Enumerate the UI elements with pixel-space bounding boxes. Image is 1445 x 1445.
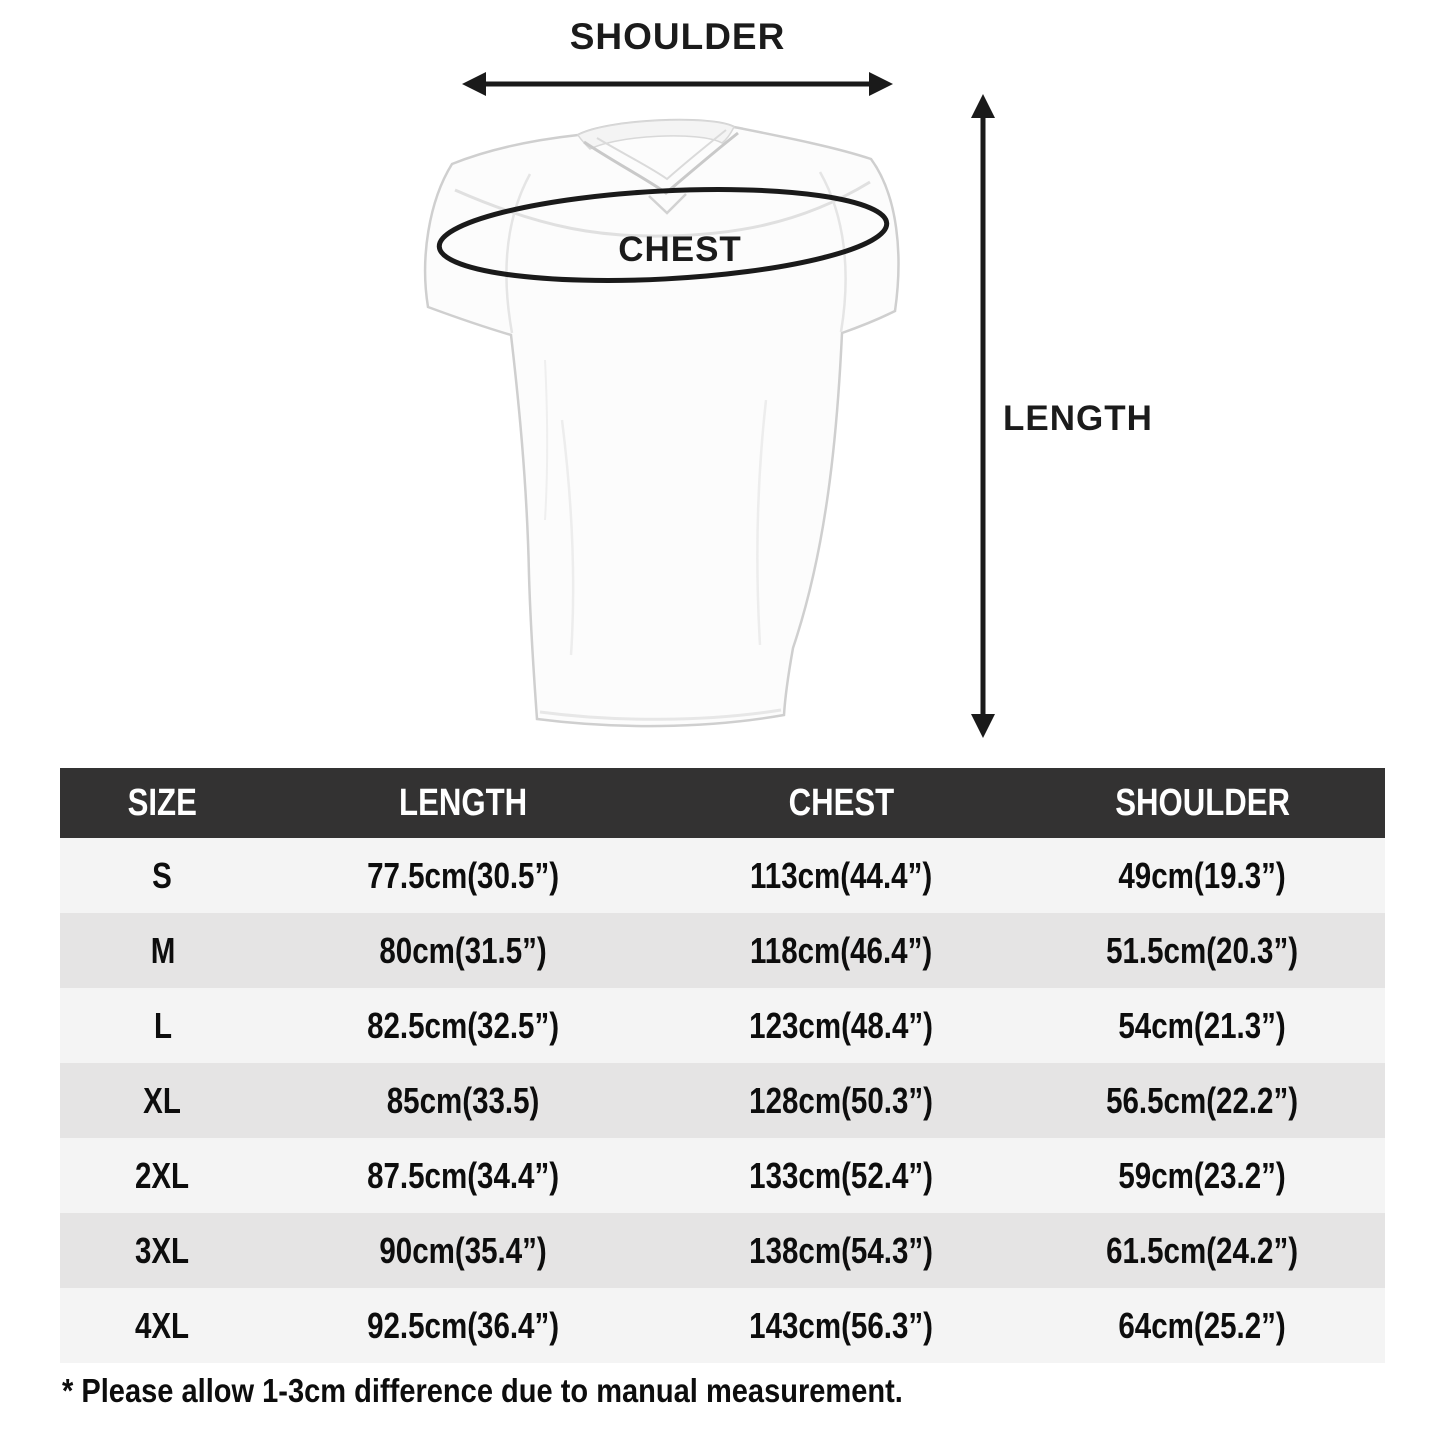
measurement-disclaimer: * Please allow 1-3cm difference due to m… (62, 1372, 903, 1409)
length-value: 82.5cm(32.5”) (367, 1004, 560, 1046)
length-cell: 87.5cm(34.4”) (265, 1138, 662, 1213)
chest-cell: 143cm(56.3”) (662, 1288, 1020, 1363)
table-row: 4XL 92.5cm(36.4”) 143cm(56.3”) 64cm(25.2… (60, 1288, 1385, 1363)
chest-value: 138cm(54.3”) (749, 1229, 933, 1271)
length-cell: 82.5cm(32.5”) (265, 988, 662, 1063)
length-arrow (971, 94, 995, 738)
jersey-left-sleeve-seam (505, 173, 532, 334)
table-row: XL 85cm(33.5) 128cm(50.3”) 56.5cm(22.2”) (60, 1063, 1385, 1138)
length-value: 77.5cm(30.5”) (367, 854, 560, 896)
column-header-chest: CHEST (788, 781, 894, 824)
length-value: 90cm(35.4”) (379, 1229, 548, 1271)
jersey-fold (544, 359, 549, 521)
size-cell: 4XL (60, 1288, 265, 1363)
length-cell: 90cm(35.4”) (265, 1213, 662, 1288)
length-value: 80cm(31.5”) (379, 929, 548, 971)
size-cell: XL (60, 1063, 265, 1138)
chest-value: 118cm(46.4”) (749, 929, 933, 971)
size-table: SIZE LENGTH CHEST SHOULDER S 77.5cm(30.5… (60, 768, 1385, 1363)
jersey-yoke-seam (454, 180, 871, 238)
table-row: 2XL 87.5cm(34.4”) 133cm(52.4”) 59cm(23.2… (60, 1138, 1385, 1213)
length-measure-label: LENGTH (1003, 399, 1153, 438)
length-cell: 92.5cm(36.4”) (265, 1288, 662, 1363)
jersey-vneck-notch (648, 193, 687, 215)
shoulder-value: 61.5cm(24.2”) (1106, 1229, 1299, 1271)
jersey-fold (560, 419, 575, 656)
shoulder-cell: 61.5cm(24.2”) (1020, 1213, 1385, 1288)
size-cell: 2XL (60, 1138, 265, 1213)
size-table-body: S 77.5cm(30.5”) 113cm(44.4”) 49cm(19.3”)… (60, 838, 1385, 1363)
size-value: M (150, 929, 175, 971)
chest-cell: 138cm(54.3”) (662, 1213, 1020, 1288)
jersey-outline (423, 118, 900, 728)
length-cell: 77.5cm(30.5”) (265, 838, 662, 913)
jersey-vneck-inner-seam (596, 129, 727, 181)
size-value: S (152, 854, 173, 896)
table-row: 3XL 90cm(35.4”) 138cm(54.3”) 61.5cm(24.2… (60, 1213, 1385, 1288)
chest-ellipse (436, 187, 890, 283)
shoulder-value: 64cm(25.2”) (1118, 1304, 1287, 1346)
shoulder-cell: 54cm(21.3”) (1020, 988, 1385, 1063)
size-value: L (153, 1004, 172, 1046)
shoulder-value: 51.5cm(20.3”) (1106, 929, 1299, 971)
chest-cell: 128cm(50.3”) (662, 1063, 1020, 1138)
length-value: 87.5cm(34.4”) (367, 1154, 560, 1196)
shoulder-value: 59cm(23.2”) (1118, 1154, 1287, 1196)
shoulder-cell: 56.5cm(22.2”) (1020, 1063, 1385, 1138)
chest-value: 113cm(44.4”) (749, 854, 933, 896)
length-cell: 85cm(33.5) (265, 1063, 662, 1138)
size-cell: S (60, 838, 265, 913)
size-value: XL (143, 1079, 182, 1121)
shoulder-value: 49cm(19.3”) (1118, 854, 1287, 896)
table-row: M 80cm(31.5”) 118cm(46.4”) 51.5cm(20.3”) (60, 913, 1385, 988)
chest-cell: 113cm(44.4”) (662, 838, 1020, 913)
size-cell: M (60, 913, 265, 988)
jersey-measurement-diagram (423, 72, 995, 738)
size-table-header: SIZE LENGTH CHEST SHOULDER (60, 768, 1385, 838)
shoulder-arrow (462, 72, 893, 96)
chest-value: 128cm(50.3”) (749, 1079, 933, 1121)
chest-cell: 123cm(48.4”) (662, 988, 1020, 1063)
size-value: 4XL (135, 1304, 190, 1346)
shoulder-cell: 59cm(23.2”) (1020, 1138, 1385, 1213)
chest-value: 123cm(48.4”) (749, 1004, 933, 1046)
column-header-length: LENGTH (399, 781, 528, 824)
shoulder-cell: 51.5cm(20.3”) (1020, 913, 1385, 988)
table-row: L 82.5cm(32.5”) 123cm(48.4”) 54cm(21.3”) (60, 988, 1385, 1063)
length-cell: 80cm(31.5”) (265, 913, 662, 988)
size-cell: 3XL (60, 1213, 265, 1288)
table-row: S 77.5cm(30.5”) 113cm(44.4”) 49cm(19.3”) (60, 838, 1385, 913)
shoulder-cell: 64cm(25.2”) (1020, 1288, 1385, 1363)
shoulder-measure-label: SHOULDER (569, 16, 786, 57)
shoulder-value: 54cm(21.3”) (1118, 1004, 1287, 1046)
chest-cell: 118cm(46.4”) (662, 913, 1020, 988)
shoulder-value: 56.5cm(22.2”) (1106, 1079, 1299, 1121)
column-header-shoulder: SHOULDER (1115, 781, 1290, 824)
jersey-collar-band (576, 119, 735, 150)
jersey-right-sleeve-seam (818, 171, 847, 333)
column-header-size: SIZE (127, 781, 198, 824)
shoulder-cell: 49cm(19.3”) (1020, 838, 1385, 913)
size-value: 3XL (135, 1229, 190, 1271)
size-value: 2XL (135, 1154, 190, 1196)
chest-value: 133cm(52.4”) (749, 1154, 933, 1196)
chest-measure-label: CHEST (618, 230, 742, 269)
chest-value: 143cm(56.3”) (749, 1304, 933, 1346)
chest-cell: 133cm(52.4”) (662, 1138, 1020, 1213)
jersey-hem-shadow (539, 708, 782, 721)
length-value: 85cm(33.5) (387, 1079, 540, 1121)
length-value: 92.5cm(36.4”) (367, 1304, 560, 1346)
jersey-fold (756, 399, 768, 646)
size-cell: L (60, 988, 265, 1063)
